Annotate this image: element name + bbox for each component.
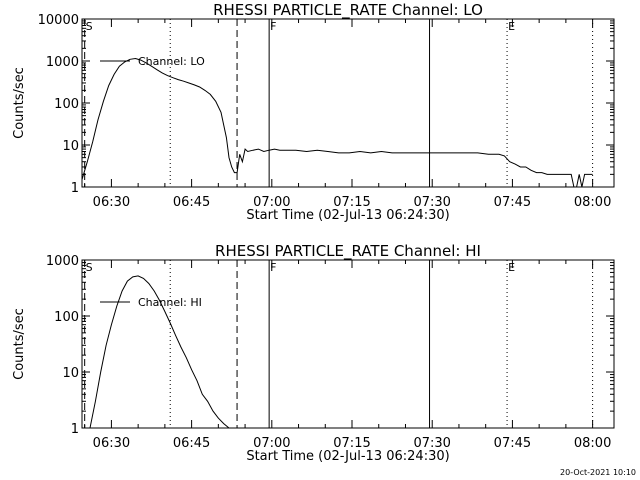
data-series-line: [81, 57, 593, 188]
chart-panel-0: RHESSI PARTICLE_RATE Channel: LO 06:30 06:…: [12, 1, 615, 223]
x-tick-label: 06:45: [173, 436, 210, 451]
x-tick-label: 07:45: [494, 195, 531, 210]
x-tick-label: 08:00: [574, 436, 611, 451]
plot-frame: [81, 18, 615, 188]
y-tick-label: 1: [71, 422, 79, 437]
event-marker-label: F: [270, 261, 276, 274]
x-tick-label: 06:30: [93, 195, 130, 210]
y-tick-label: 100: [54, 97, 79, 112]
data-series-line: [89, 275, 230, 429]
x-tick-label: 07:45: [494, 436, 531, 451]
x-tick-label: 07:15: [333, 195, 370, 210]
y-tick-label: 10000: [38, 13, 79, 28]
x-tick-label: 08:00: [574, 195, 611, 210]
event-marker-label: E: [508, 20, 515, 33]
x-tick-label: 06:30: [93, 436, 130, 451]
x-tick-label: 07:00: [253, 195, 290, 210]
generation-timestamp: 20-Oct-2021 10:10: [560, 468, 636, 477]
y-tick-label: 1000: [46, 55, 79, 70]
x-tick-label: 06:45: [173, 195, 210, 210]
y-tick-label: 1: [71, 181, 79, 196]
legend-entry: Channel: LO: [138, 55, 205, 68]
x-tick-label: 07:15: [333, 436, 370, 451]
event-marker-label: S: [86, 261, 93, 274]
chart-panel-1: RHESSI PARTICLE_RATE Channel: HI 06:30 06:…: [12, 242, 615, 464]
chart-title: RHESSI PARTICLE_RATE Channel: LO: [213, 1, 483, 20]
y-tick-label: 10: [62, 366, 79, 381]
y-axis-label: Counts/sec: [12, 67, 27, 139]
x-axis-label: Start Time (02-Jul-13 06:24:30): [246, 449, 449, 464]
plot-frame: [81, 259, 615, 429]
event-marker-label: F: [270, 20, 276, 33]
x-tick-label: 07:00: [253, 436, 290, 451]
y-tick-label: 1000: [46, 254, 79, 269]
chart-title: RHESSI PARTICLE_RATE Channel: HI: [215, 242, 481, 261]
event-marker-label: S: [86, 20, 93, 33]
x-tick-label: 07:30: [413, 436, 450, 451]
x-tick-label: 07:30: [413, 195, 450, 210]
legend-entry: Channel: HI: [138, 296, 202, 309]
x-axis-label: Start Time (02-Jul-13 06:24:30): [246, 208, 449, 223]
y-tick-label: 100: [54, 310, 79, 325]
event-marker-label: E: [508, 261, 515, 274]
y-tick-label: 10: [62, 139, 79, 154]
y-axis-label: Counts/sec: [12, 308, 27, 380]
